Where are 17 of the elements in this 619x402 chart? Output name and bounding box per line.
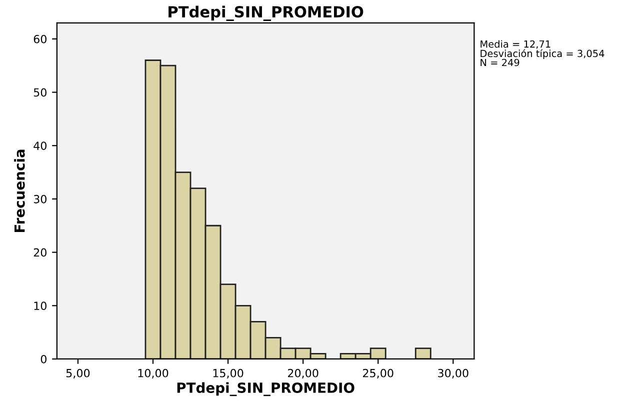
y-tick-label: 60 [34, 34, 46, 44]
x-tick-label: 20,00 [288, 368, 318, 378]
x-tick-label: 25,00 [363, 368, 394, 378]
x-tick-label: 15,00 [213, 368, 244, 378]
y-axis-title: Frecuencia [14, 150, 25, 232]
y-tick-label: 30 [34, 194, 46, 204]
x-tick-label: 5,00 [66, 368, 90, 378]
x-tick-label: 30,00 [438, 368, 468, 378]
text: Media = 12,71 Desviación típica = 3,054 N = 249 [480, 40, 604, 66]
y-tick-label: 10 [34, 302, 46, 310]
y-tick-label: 40 [34, 142, 46, 150]
y-tick-label: 0 [40, 354, 46, 364]
x-axis-title: PTdepi_SIN_PROMEDIO [177, 382, 354, 396]
y-tick-label: 50 [34, 88, 46, 97]
chart-title: PTdepi_SIN_PROMEDIO [168, 6, 364, 21]
y-tick-label: 20 [34, 248, 46, 257]
x-tick-label: 10,00 [138, 368, 168, 378]
